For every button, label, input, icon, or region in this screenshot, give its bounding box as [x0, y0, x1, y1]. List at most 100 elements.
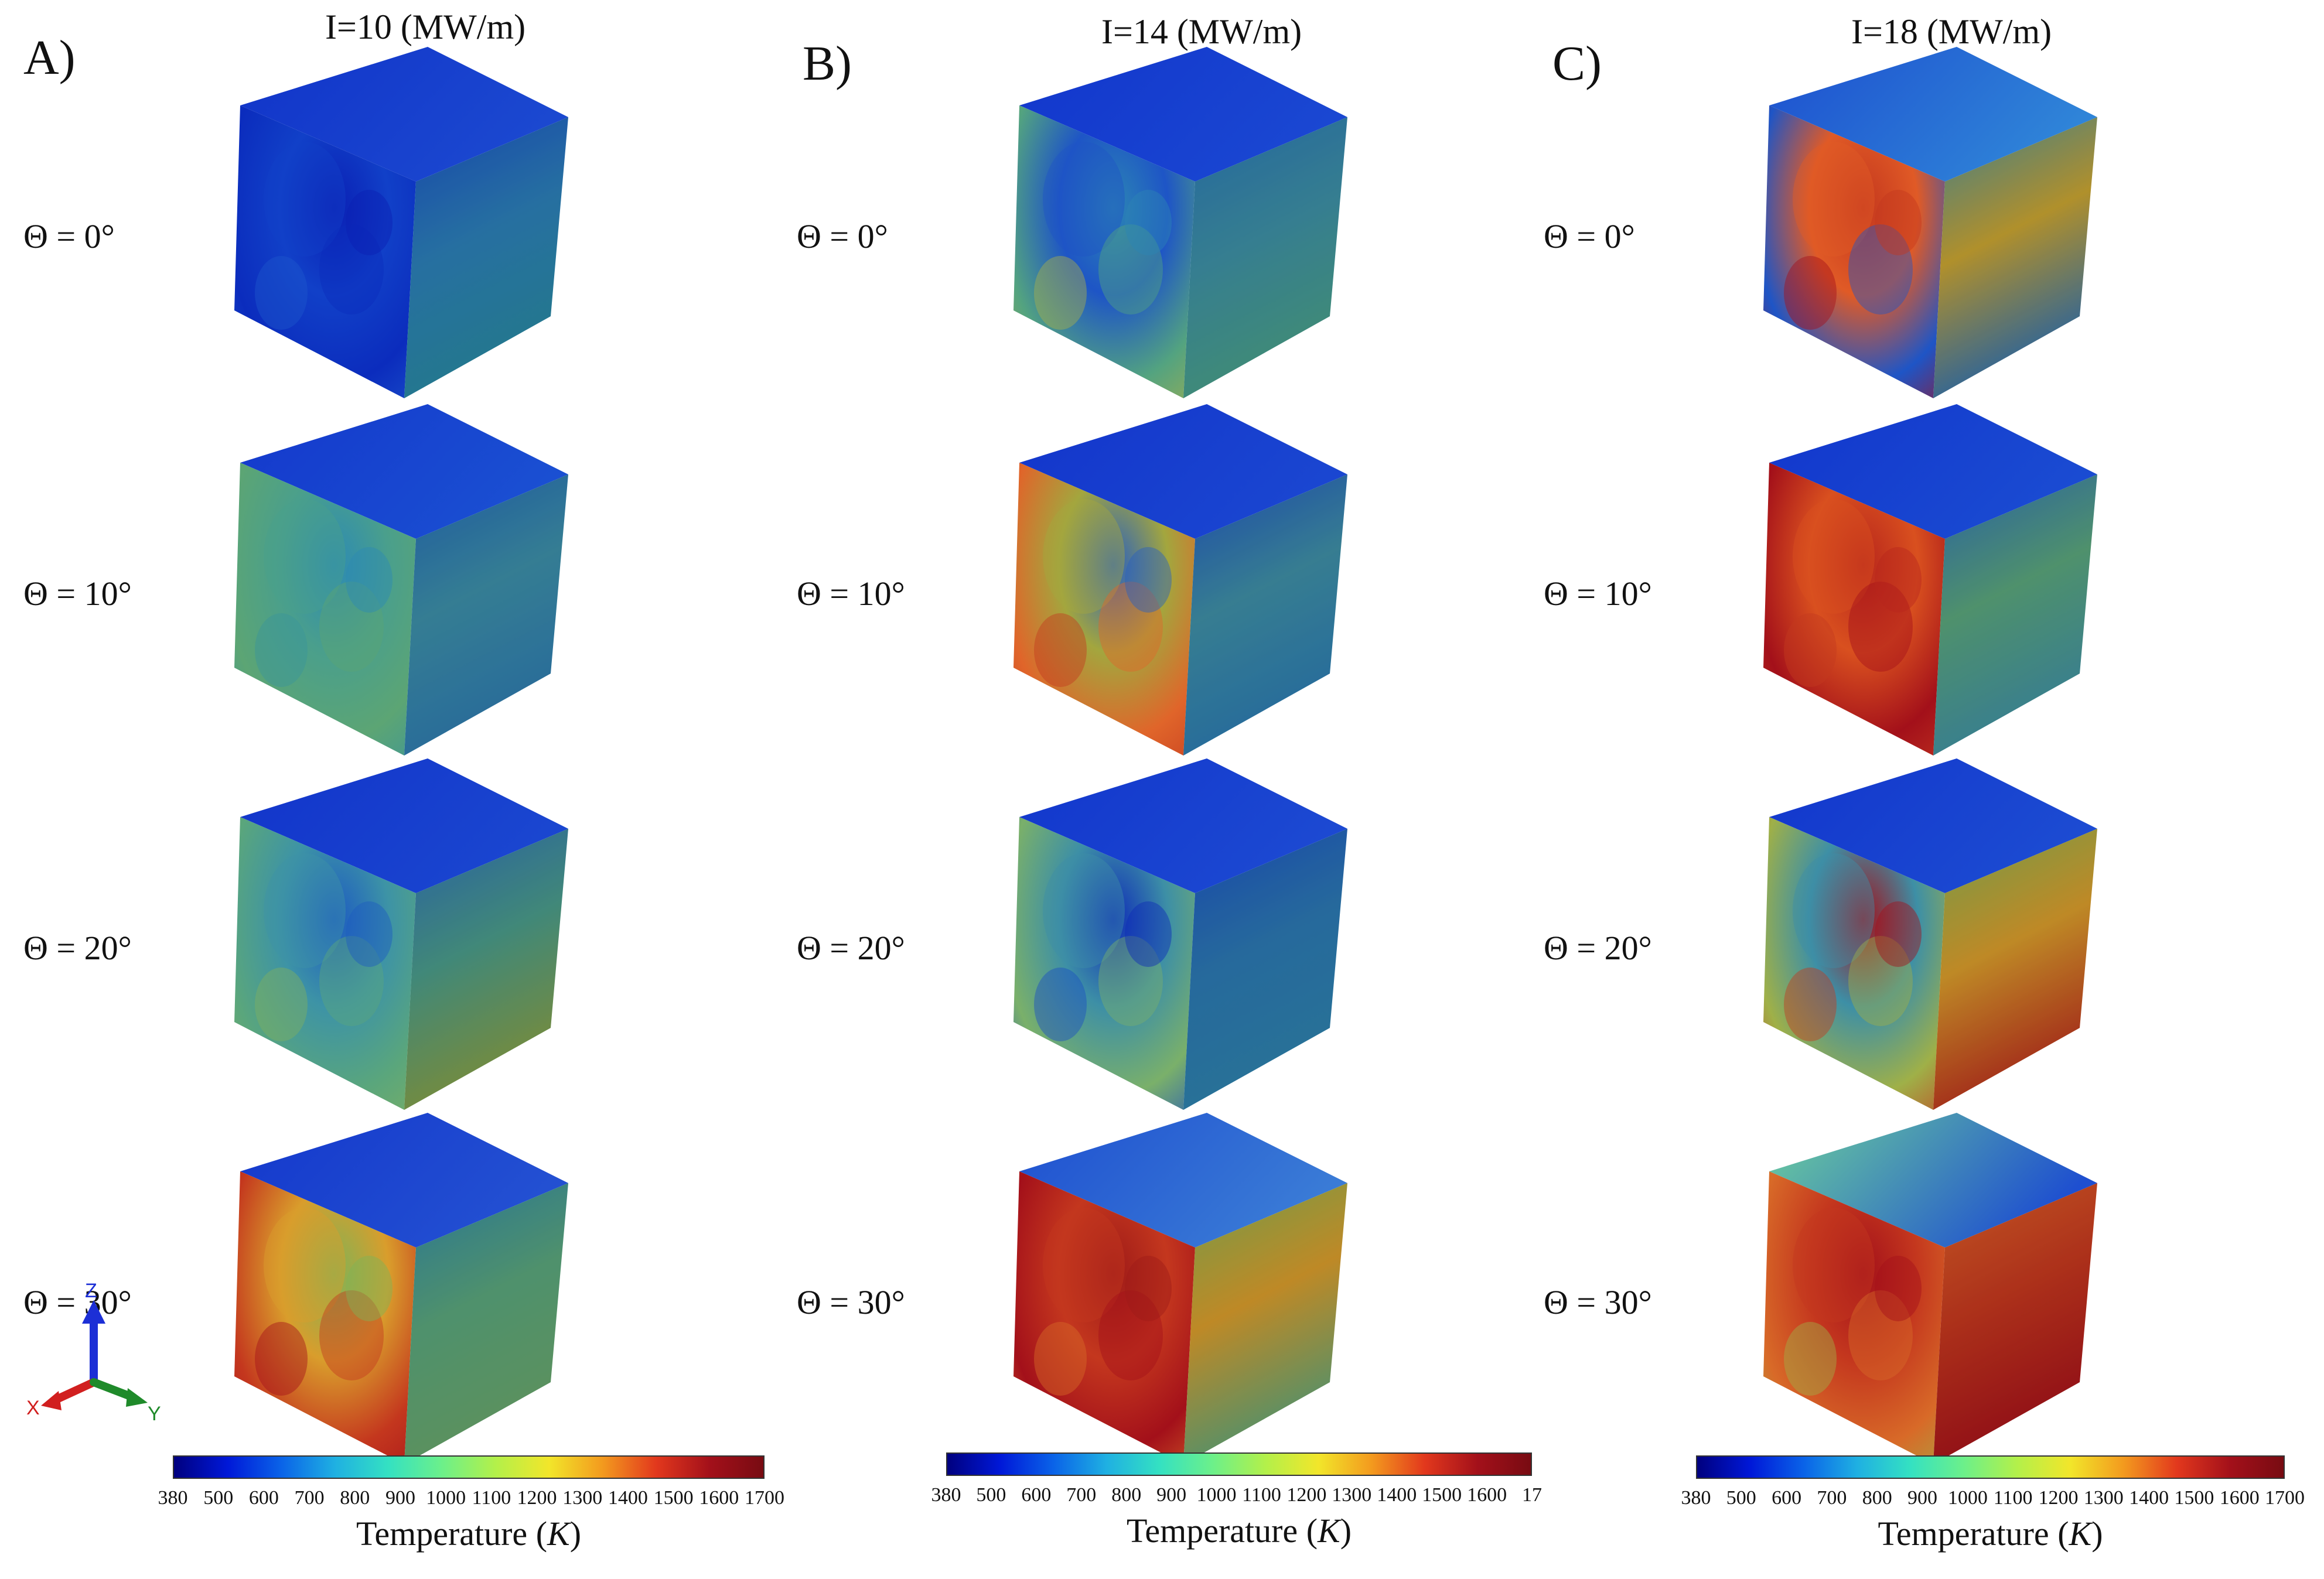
colorbar-tick-label: 1300 — [1332, 1484, 1372, 1506]
colorbar-tick-label: 1000 — [1947, 1487, 1988, 1509]
theta-label: Θ = 0° — [1544, 217, 1635, 255]
panel-title: I=14 (MW/m) — [1101, 12, 1302, 51]
cube-side-shade — [1933, 117, 2097, 398]
colorbar-tick-label: 900 — [1156, 1484, 1187, 1506]
cube-front-face — [234, 105, 416, 398]
colorbar-gradient — [1696, 1455, 2285, 1479]
colorbar-label: Temperature — [356, 1515, 528, 1553]
cube-texture-blob — [1784, 1322, 1837, 1396]
colorbar-tick-label: 700 — [1066, 1484, 1097, 1506]
cube-texture-blob — [264, 499, 346, 614]
theta-label: Θ = 30° — [797, 1283, 905, 1321]
colorbar-tick-label: 1400 — [1377, 1484, 1417, 1506]
cube-top-face — [240, 47, 568, 182]
cube-texture-blob — [1793, 1208, 1875, 1322]
cube-side-face — [1933, 829, 2097, 1110]
colorbar-unit: K — [2069, 1515, 2092, 1553]
colorbar-tick-label: 1200 — [2038, 1487, 2079, 1509]
temperature-cube — [234, 47, 568, 398]
colorbar-tick-label: 600 — [1021, 1484, 1052, 1506]
colorbar: 380 500 600 700 800 900 1000 1100 1200 1300 1400 15… — [931, 1452, 1542, 1570]
cube-texture-blob — [255, 968, 308, 1041]
colorbar-tick-label: 800 — [340, 1487, 370, 1509]
cube-texture-blob — [319, 224, 384, 315]
cube-side-shade — [404, 474, 568, 756]
colorbar-tick-label: 1100 — [472, 1487, 511, 1509]
cube-front-face — [234, 1171, 416, 1464]
colorbar-tick-label: 1100 — [1993, 1487, 2033, 1509]
colorbar-unit: K — [547, 1515, 570, 1553]
cube-side-face — [1183, 1183, 1347, 1464]
temperature-cube — [1013, 758, 1347, 1110]
colorbar-tick-label: 1000 — [1196, 1484, 1237, 1506]
cube-side-face — [1183, 829, 1347, 1110]
cube-texture-blob — [1034, 256, 1087, 330]
colorbar-title: Temperature (K) — [946, 1511, 1532, 1550]
theta-label: Θ = 10° — [1544, 575, 1652, 613]
temperature-cube — [1013, 404, 1347, 756]
cube-texture-blob — [1043, 142, 1125, 257]
cube-side-face — [404, 474, 568, 756]
temperature-cube — [1013, 47, 1347, 398]
theta-label: Θ = 20° — [797, 929, 905, 967]
colorbar-tick-label: 500 — [1726, 1487, 1756, 1509]
temperature-cube — [234, 1113, 568, 1464]
temperature-cube — [1763, 758, 2097, 1110]
colorbar-tick-label: 900 — [1907, 1487, 1938, 1509]
cube-texture-blob — [1098, 224, 1163, 315]
cube-side-face — [1933, 1183, 2097, 1464]
paren: ( — [527, 1515, 548, 1553]
cube-top-face — [1769, 47, 2097, 182]
paren: ) — [1340, 1512, 1352, 1550]
colorbar-tick-label: 800 — [1862, 1487, 1892, 1509]
cube-side-shade — [1183, 117, 1347, 398]
colorbar-tick-label: 500 — [976, 1484, 1006, 1506]
colorbar-tick-label: 1300 — [562, 1487, 603, 1509]
colorbar-label: Temperature — [1126, 1512, 1298, 1550]
cube-texture-blob — [1034, 1322, 1087, 1396]
theta-label: Θ = 0° — [23, 217, 115, 255]
paren: ) — [569, 1515, 582, 1553]
temperature-cube — [1763, 1113, 2097, 1464]
paren: ( — [2049, 1515, 2069, 1553]
cube-front-face — [1763, 1171, 1945, 1464]
cube-side-face — [404, 117, 568, 398]
colorbar-ticks: 380 500 600 700 800 900 1000 1100 1200 1300 1400 15… — [158, 1487, 785, 1514]
cube-side-shade — [1183, 474, 1347, 756]
x-axis-arrowhead — [41, 1391, 62, 1410]
cube-top-face — [1019, 758, 1347, 893]
cube-texture-blob — [1793, 142, 1875, 257]
cube-side-face — [1933, 117, 2097, 398]
cube-texture-blob — [1125, 190, 1172, 255]
cube-texture-blob — [1125, 547, 1172, 613]
cube-texture-blob — [1043, 1208, 1125, 1322]
cube-texture-blob — [1784, 256, 1837, 330]
temperature-cube — [234, 758, 568, 1110]
axis-x-label: X — [26, 1397, 40, 1419]
cube-texture-blob — [1125, 901, 1172, 967]
cube-front-face — [234, 817, 416, 1110]
paren: ( — [1298, 1512, 1318, 1550]
colorbar-tick-label: 1600 — [2219, 1487, 2260, 1509]
cube-texture-blob — [1848, 1290, 1913, 1380]
axis-y-label: Y — [148, 1403, 161, 1425]
cube-top-face — [240, 758, 568, 893]
theta-label: Θ = 20° — [23, 929, 132, 967]
colorbar-gradient — [946, 1452, 1532, 1476]
cube-top-face — [240, 404, 568, 539]
theta-label: Θ = 20° — [1544, 929, 1652, 967]
y-axis-arrow — [90, 1378, 136, 1401]
temperature-cube — [1763, 404, 2097, 756]
colorbar-tick-label: 700 — [1817, 1487, 1847, 1509]
cube-texture-blob — [1793, 853, 1875, 968]
cube-front-face — [1013, 1171, 1195, 1464]
theta-label: Θ = 10° — [23, 575, 132, 613]
cube-texture-blob — [1848, 582, 1913, 672]
axis-z-label: Z — [85, 1280, 97, 1302]
cube-texture-blob — [1043, 499, 1125, 614]
cube-side-shade — [404, 829, 568, 1110]
cube-side-face — [1933, 474, 2097, 756]
cube-side-shade — [1933, 474, 2097, 756]
theta-label: Θ = 10° — [797, 575, 905, 613]
z-axis-arrowhead — [82, 1300, 105, 1324]
